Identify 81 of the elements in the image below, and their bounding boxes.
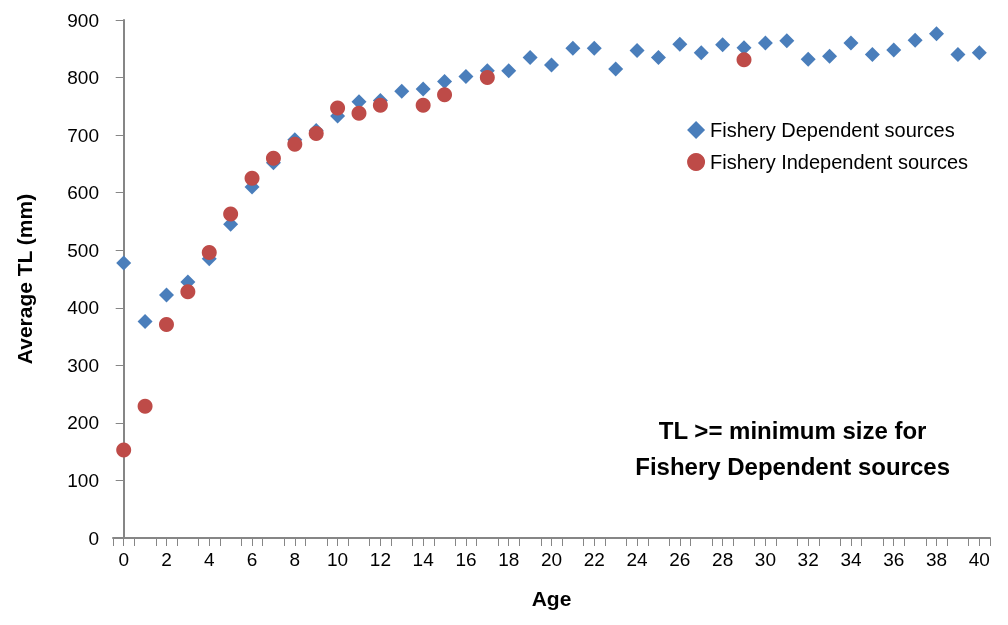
point	[180, 284, 196, 300]
point	[116, 255, 132, 271]
point	[330, 100, 346, 116]
point	[287, 136, 303, 152]
y-tick-label: 500	[67, 239, 99, 261]
point	[886, 42, 902, 58]
point	[544, 57, 559, 73]
point	[415, 97, 431, 113]
y-tick-label: 900	[67, 9, 99, 31]
point	[479, 70, 495, 86]
point	[265, 150, 281, 166]
y-tick-label: 700	[67, 124, 99, 146]
point	[137, 314, 153, 330]
point	[116, 442, 132, 458]
point	[629, 43, 645, 58]
point	[458, 68, 474, 84]
y-tick-label: 600	[67, 182, 99, 204]
x-tick-label: 30	[754, 549, 776, 570]
x-axis-title: Age	[531, 587, 572, 610]
x-tick-label: 14	[412, 549, 435, 570]
y-tick-label: 0	[88, 527, 99, 549]
y-tick-label: 200	[67, 412, 99, 434]
point	[864, 47, 880, 63]
point	[715, 37, 731, 53]
point	[822, 48, 838, 64]
x-tick-label: 12	[369, 549, 391, 570]
point	[522, 49, 538, 65]
point	[437, 87, 453, 103]
point	[779, 33, 795, 49]
x-tick-label: 38	[925, 549, 948, 570]
point	[608, 61, 624, 77]
y-tick-label: 300	[67, 354, 99, 376]
x-tick-label: 20	[540, 549, 563, 570]
point	[351, 105, 367, 121]
point	[586, 40, 602, 56]
point	[971, 45, 987, 61]
point	[693, 45, 709, 61]
point	[650, 49, 666, 65]
point	[950, 47, 966, 63]
point	[158, 287, 174, 303]
point	[201, 245, 217, 261]
point	[372, 97, 388, 113]
y-tick-label: 100	[67, 469, 99, 491]
point	[137, 398, 153, 414]
x-tick-label: 6	[246, 549, 258, 570]
point	[158, 316, 174, 332]
point	[929, 26, 945, 42]
legend-label: Fishery Dependent sources	[710, 119, 955, 141]
point	[843, 35, 859, 51]
point	[415, 81, 431, 97]
x-tick-label: 40	[968, 549, 990, 570]
legend-label: Fishery Independent sources	[710, 151, 969, 173]
x-tick-label: 16	[455, 549, 477, 570]
y-tick-label: 400	[67, 297, 99, 319]
x-tick-label: 36	[883, 549, 905, 570]
point	[672, 36, 688, 52]
point	[223, 206, 239, 222]
x-tick-label: 32	[797, 549, 819, 570]
x-tick-label: 2	[161, 549, 172, 570]
point	[800, 51, 816, 67]
point	[394, 83, 410, 99]
point	[244, 170, 260, 186]
point	[565, 40, 581, 56]
x-tick-label: 34	[840, 549, 862, 570]
point	[736, 52, 752, 68]
x-tick-label: 28	[712, 549, 734, 570]
point	[501, 63, 517, 79]
x-tick-label: 24	[626, 549, 649, 570]
annotation: TL >= minimum size for Fishery Dependent sources	[635, 416, 950, 480]
point	[437, 74, 453, 90]
y-tick-label: 800	[67, 67, 99, 89]
x-tick-label: 22	[583, 549, 605, 570]
x-tick-label: 4	[203, 549, 215, 570]
x-tick-label: 18	[498, 549, 520, 570]
point	[907, 32, 923, 48]
x-tick-label: 10	[327, 549, 349, 570]
point	[757, 35, 773, 51]
x-tick-label: 0	[118, 549, 129, 570]
y-axis-title: Average TL (mm)	[13, 193, 36, 365]
x-tick-label: 8	[289, 549, 301, 570]
x-tick-label: 26	[669, 549, 691, 570]
